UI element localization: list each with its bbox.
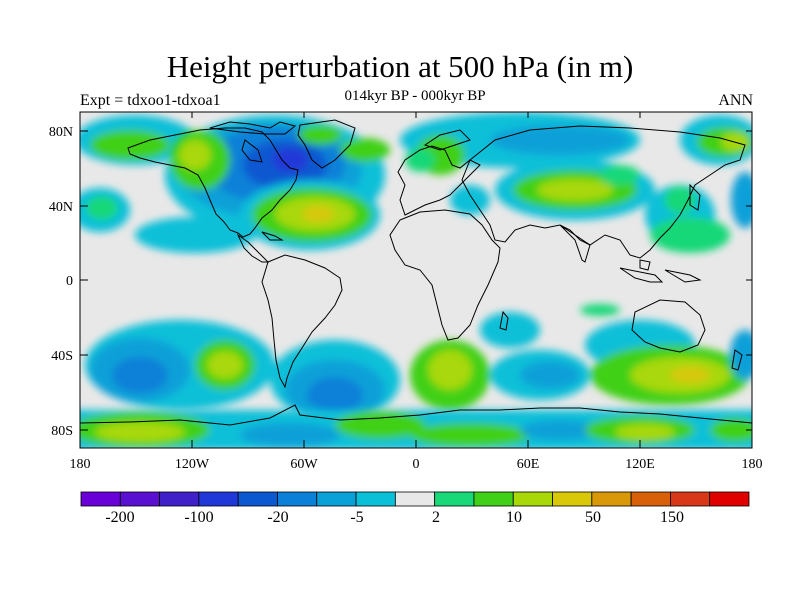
colorbar-swatch <box>512 491 553 507</box>
axis-tick-marks <box>79 112 753 448</box>
colorbar-swatch <box>473 491 514 507</box>
colorbar-swatch <box>277 491 318 507</box>
colorbar-swatch <box>591 491 632 507</box>
lat-tick-label: 40S <box>51 349 73 364</box>
colorbar-label: 2 <box>432 509 440 526</box>
colorbar-swatch <box>237 491 278 507</box>
colorbar-swatch <box>316 491 357 507</box>
colorbar-labels: -200 -100 -20 -5 2 10 50 150 <box>105 509 684 526</box>
map-subtitle: 014kyr BP - 000kyr BP <box>344 88 486 104</box>
colorbar-label: -5 <box>350 509 363 526</box>
colorbar-swatch <box>198 491 239 507</box>
season-label: ANN <box>718 92 753 109</box>
lon-tick-label: 120E <box>625 457 655 472</box>
colorbar-label: -100 <box>184 509 213 526</box>
coastlines <box>80 119 752 426</box>
lat-tick-label: 80S <box>51 424 73 439</box>
colorbar-swatch <box>552 491 593 507</box>
map-title: Height perturbation at 500 hPa (in m) <box>166 49 634 84</box>
colorbar-swatch <box>159 491 200 507</box>
colorbar-label: 50 <box>585 509 601 526</box>
colorbar-swatch <box>80 491 121 507</box>
lon-tick-label: 60W <box>290 457 318 472</box>
colorbar-swatch <box>630 491 671 507</box>
colorbar-label: 10 <box>506 509 522 526</box>
lon-tick-label: 60E <box>517 457 540 472</box>
colorbar <box>80 491 750 507</box>
lat-tick-label: 80N <box>49 125 73 140</box>
colorbar-label: -20 <box>267 509 288 526</box>
contour-fields <box>80 112 752 448</box>
colorbar-swatch <box>709 491 750 507</box>
colorbar-swatch <box>434 491 475 507</box>
colorbar-swatch <box>355 491 396 507</box>
colorbar-swatch <box>394 491 436 507</box>
lon-tick-label: 180 <box>70 457 91 472</box>
lat-tick-label: 40N <box>49 200 73 215</box>
lat-tick-label: 0 <box>66 274 73 289</box>
colorbar-swatch <box>119 491 160 507</box>
lon-tick-label: 0 <box>413 457 420 472</box>
lon-tick-label: 120W <box>175 457 210 472</box>
experiment-label: Expt = tdxoo1-tdxoa1 <box>80 92 221 109</box>
colorbar-label: 150 <box>660 509 684 526</box>
colorbar-label: -200 <box>105 509 134 526</box>
colorbar-swatch <box>670 491 711 507</box>
lon-tick-label: 180 <box>742 457 763 472</box>
lon-tick-labels: 180 120W 60W 0 60E 120E 180 <box>70 457 763 472</box>
lat-tick-labels: 80N 40N 0 40S 80S <box>49 125 73 439</box>
